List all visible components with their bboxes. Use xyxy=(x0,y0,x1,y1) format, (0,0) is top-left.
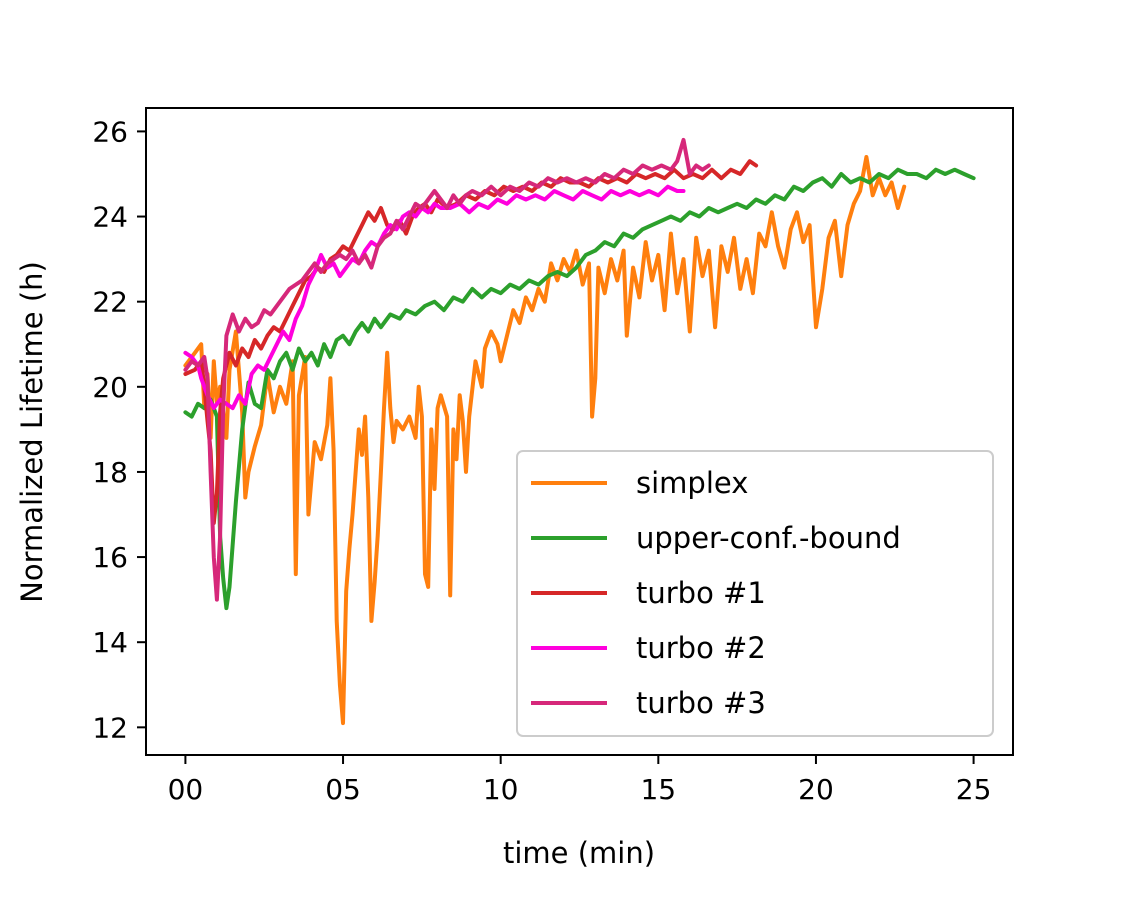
x-tick-label: 10 xyxy=(483,773,519,806)
x-tick-label: 20 xyxy=(798,773,834,806)
x-tick-label: 15 xyxy=(640,773,676,806)
y-tick-label: 24 xyxy=(92,201,128,234)
legend-box xyxy=(516,450,994,737)
legend-label: simplex xyxy=(636,466,748,500)
series-layer xyxy=(183,137,976,726)
x-tick-label: 25 xyxy=(956,773,992,806)
x-axis-label: time (min) xyxy=(503,836,655,870)
legend-label: turbo #2 xyxy=(636,631,766,665)
y-axis: 12 14 16 18 20 22 24 26 xyxy=(92,115,146,744)
y-tick-label: 20 xyxy=(92,371,128,404)
y-tick-label: 16 xyxy=(92,541,128,574)
y-axis-label: Normalized Lifetime (h) xyxy=(15,261,49,603)
series-line-2 xyxy=(183,167,976,611)
y-tick-label: 18 xyxy=(92,456,128,489)
x-tick-label: 00 xyxy=(168,773,204,806)
legend-items: simplex upper-conf.-bound turbo #1 turbo #2… xyxy=(531,466,901,720)
legend-label: turbo #1 xyxy=(636,576,766,610)
series-line-5 xyxy=(183,137,711,602)
plot-frame xyxy=(145,107,1014,756)
legend-label: turbo #3 xyxy=(636,686,766,720)
series-line-3 xyxy=(183,159,759,525)
legend: simplex upper-conf.-bound turbo #1 turbo #2… xyxy=(516,450,994,737)
series-line-1 xyxy=(183,155,907,726)
y-tick-label: 14 xyxy=(92,626,128,659)
series-line-4 xyxy=(183,184,686,411)
y-tick-label: 12 xyxy=(92,711,128,744)
legend-label: upper-conf.-bound xyxy=(636,521,901,555)
x-tick-label: 05 xyxy=(325,773,361,806)
x-axis: 00 05 10 15 20 25 xyxy=(168,755,992,806)
y-tick-label: 26 xyxy=(92,115,128,148)
y-tick-label: 22 xyxy=(92,286,128,319)
